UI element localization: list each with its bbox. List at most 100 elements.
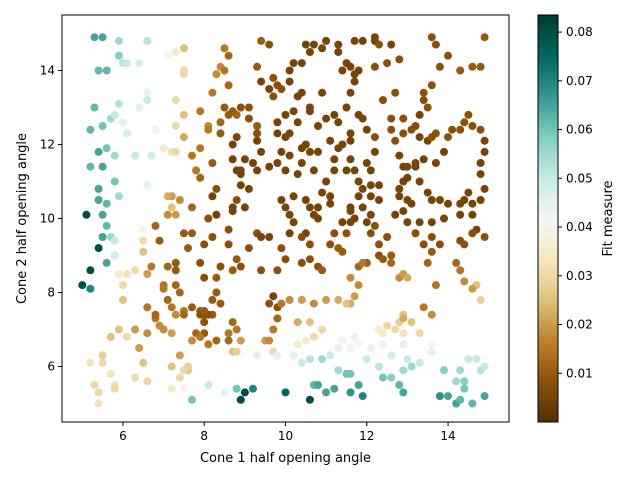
data-point [285,129,294,138]
data-point [427,340,436,349]
data-point [383,59,392,68]
data-point [216,299,225,308]
data-point [265,299,274,308]
data-point [285,151,294,160]
data-point [196,258,205,267]
data-point [456,210,465,219]
data-point [399,366,408,375]
data-point [419,155,428,164]
data-point [86,266,95,275]
data-point [171,310,180,319]
colorbar-tick-label: 0.02 [566,318,593,332]
data-point [212,184,221,193]
data-point [167,362,176,371]
data-point [354,110,363,119]
data-point [277,244,286,253]
data-point [220,66,229,75]
data-point [309,332,318,341]
data-point [431,40,440,49]
data-point [395,381,404,389]
data-point [192,166,201,175]
data-point [342,166,351,175]
data-point [204,214,213,223]
data-point [460,377,469,386]
data-point [305,147,314,156]
data-point [370,62,379,71]
x-axis-label: Cone 1 half opening angle [200,451,371,466]
data-point [318,88,327,97]
data-point [427,196,436,204]
data-point [419,88,428,97]
data-point [435,196,444,204]
data-point [143,303,152,312]
data-point [480,362,489,371]
data-point [196,107,205,116]
data-point [354,340,363,349]
data-point [379,373,387,382]
data-point [204,340,213,349]
data-point [143,36,152,45]
data-point [334,118,343,127]
data-point [216,262,225,271]
data-point [322,388,331,397]
data-point [480,136,489,145]
data-point [171,281,180,290]
data-point [350,77,359,86]
data-point [110,236,119,245]
data-point [131,325,140,334]
data-point [330,166,339,175]
colorbar-ticks: 0.01 0.02 0.03 0.04 0.05 0.06 0.07 0.08 [558,25,593,380]
x-tick-label: 6 [119,429,127,443]
data-point [232,347,241,356]
data-point [143,88,152,97]
y-axis-label: Cone 2 half opening angle [15,133,30,304]
data-point [423,188,432,197]
data-point [244,184,253,193]
data-point [395,151,404,160]
data-point [212,273,221,282]
data-point [147,262,156,271]
data-point [273,351,282,360]
data-point [346,218,355,227]
colorbar-tick-label: 0.05 [566,171,593,185]
data-point [338,66,347,75]
data-point [188,151,196,160]
data-point [224,51,233,60]
data-point [464,188,473,197]
data-point [98,210,107,219]
data-point [346,62,355,71]
data-point [163,192,172,201]
data-point [163,262,172,271]
data-point [314,203,322,212]
data-point [102,258,111,267]
data-point [427,81,436,90]
data-point [281,203,290,212]
x-tick-label: 8 [200,429,208,443]
data-point [139,225,148,234]
data-point [305,103,314,112]
data-point [476,170,485,179]
data-point [114,192,123,201]
data-point [468,199,477,208]
data-point [297,358,306,367]
data-point [305,48,314,56]
data-point [212,336,221,345]
data-point [452,377,461,386]
data-point [114,36,123,45]
data-point [362,159,371,167]
data-point [228,207,237,216]
data-point [395,55,404,64]
data-point [196,332,205,341]
data-point [350,292,359,301]
data-point [119,281,127,290]
data-point [366,181,375,190]
data-point [188,395,196,404]
data-point [480,147,489,156]
data-point [200,273,209,282]
data-point [232,325,241,334]
data-point [86,162,95,171]
data-point [387,251,396,260]
data-point [318,325,327,334]
data-point [175,288,184,297]
